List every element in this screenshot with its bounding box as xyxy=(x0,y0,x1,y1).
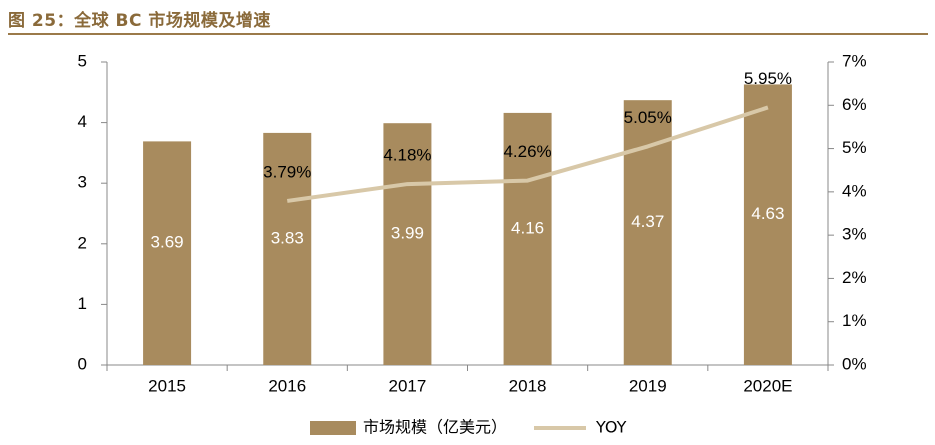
right-tick-label: 2% xyxy=(842,268,867,287)
legend-bar-swatch xyxy=(310,421,356,435)
title-divider xyxy=(8,33,928,35)
bar-value-label: 4.16 xyxy=(511,218,544,237)
x-tick-label: 2017 xyxy=(389,376,427,395)
chart-title: 图 25：全球 BC 市场规模及增速 xyxy=(8,11,271,31)
x-tick-label: 2020E xyxy=(743,376,792,395)
right-tick-label: 7% xyxy=(842,51,867,70)
right-tick-label: 0% xyxy=(842,354,867,373)
right-tick-label: 4% xyxy=(842,181,867,200)
bar-value-label: 3.99 xyxy=(391,224,424,243)
left-tick-label: 1 xyxy=(78,294,87,313)
yoy-point-label: 3.79% xyxy=(263,162,311,181)
right-tick-label: 1% xyxy=(842,311,867,330)
right-tick-label: 3% xyxy=(842,225,867,244)
bar-value-label: 4.37 xyxy=(631,212,664,231)
bar-value-label: 3.83 xyxy=(271,228,304,247)
x-tick-label: 2018 xyxy=(509,376,547,395)
bar xyxy=(503,112,552,366)
legend-bar-label: 市场规模（亿美元） xyxy=(363,418,507,437)
bar-value-label: 4.63 xyxy=(751,204,784,223)
bar xyxy=(743,84,792,365)
x-tick-label: 2016 xyxy=(268,376,306,395)
yoy-point-label: 4.18% xyxy=(383,146,431,165)
right-tick-label: 6% xyxy=(842,95,867,114)
left-tick-label: 2 xyxy=(78,233,87,252)
yoy-point-label: 4.26% xyxy=(503,142,551,161)
legend-line-label: YOY xyxy=(595,418,627,437)
yoy-line xyxy=(286,105,769,203)
bar xyxy=(383,123,432,366)
left-tick-label: 3 xyxy=(78,173,87,192)
yoy-point-label: 5.95% xyxy=(744,69,792,88)
x-tick-label: 2019 xyxy=(629,376,667,395)
left-tick-label: 5 xyxy=(78,51,87,70)
left-tick-label: 0 xyxy=(78,354,87,373)
bar-value-label: 3.69 xyxy=(151,233,184,252)
bar xyxy=(263,132,312,365)
bar xyxy=(143,141,192,365)
yoy-point-label: 5.05% xyxy=(624,108,672,127)
left-tick-label: 4 xyxy=(78,112,87,131)
right-tick-label: 5% xyxy=(842,138,867,157)
x-tick-label: 2015 xyxy=(148,376,186,395)
